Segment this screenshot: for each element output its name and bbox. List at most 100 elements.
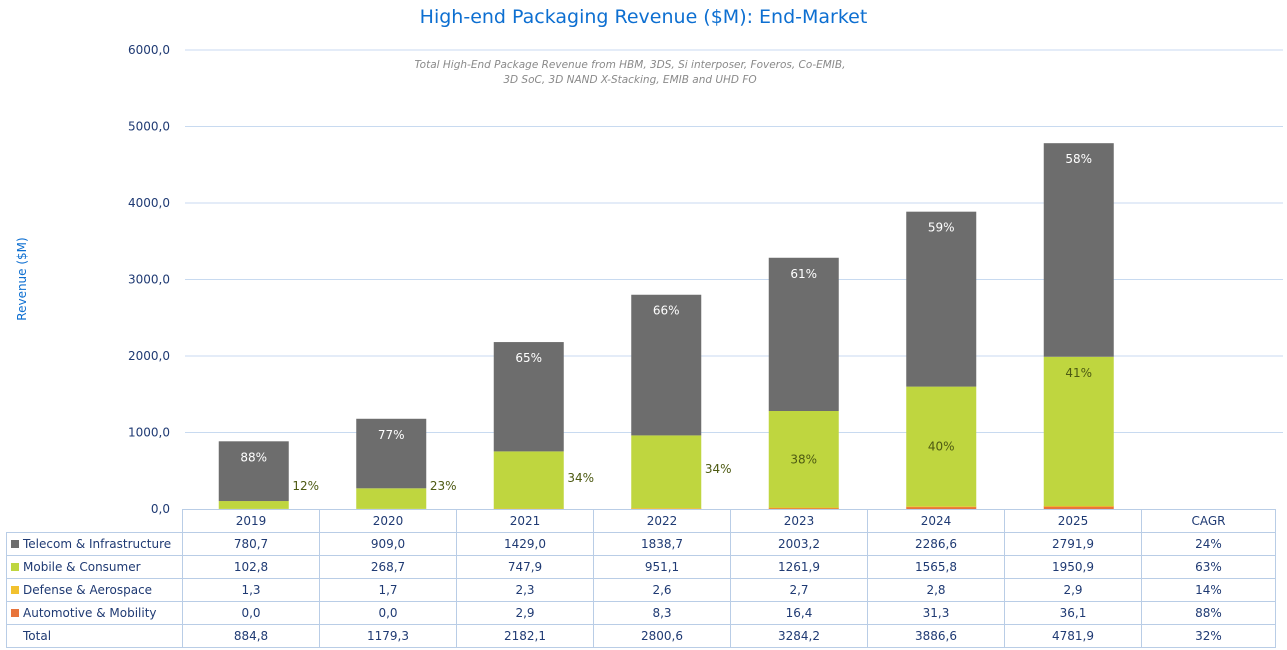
table-row-automotive: Automotive & Mobility 0,0 0,0 2,9 8,3 16… (6, 601, 1276, 625)
legend-entry-telecom: Telecom & Infrastructure (6, 532, 183, 556)
y-tick-label: 2000,0 (128, 349, 170, 363)
y-tick-label: 1000,0 (128, 426, 170, 440)
legend-swatch (11, 586, 19, 594)
table-cell: 8,3 (593, 601, 731, 625)
mobile-share-label: 12% (292, 479, 319, 493)
legend-entry-automotive: Automotive & Mobility (6, 601, 183, 625)
series-name: Mobile & Consumer (23, 560, 141, 574)
table-cell-cagr: 24% (1141, 532, 1276, 556)
telecom-share-label: 77% (378, 428, 405, 442)
mobile-share-label: 40% (928, 439, 955, 453)
telecom-share-label: 66% (653, 304, 680, 318)
bar-segment (493, 451, 564, 509)
table-cell: 268,7 (319, 555, 457, 579)
table-cell: 1838,7 (593, 532, 731, 556)
table-cell: 36,1 (1004, 601, 1142, 625)
bar-segment (768, 507, 839, 509)
table-header-cell: 2020 (319, 509, 457, 533)
telecom-share-label: 65% (515, 351, 542, 365)
series-name: Defense & Aerospace (23, 583, 153, 597)
table-header-cell: 2025 (1004, 509, 1142, 533)
table-cell: 2,9 (1004, 578, 1142, 602)
table-cell: 1565,8 (867, 555, 1005, 579)
mobile-share-label: 38% (790, 452, 817, 466)
table-cell: 2003,2 (730, 532, 868, 556)
table-cell: 0,0 (182, 601, 320, 625)
chart-plot-area: 0,01000,02000,03000,04000,05000,06000,0 … (128, 43, 1283, 516)
bar-segment (1043, 143, 1114, 357)
bar-segment (906, 506, 977, 509)
table-row-telecom: Telecom & Infrastructure 780,7 909,0 142… (6, 532, 1276, 556)
bar-segment (631, 508, 702, 509)
table-cell: 1,7 (319, 578, 457, 602)
bar-segment (218, 441, 289, 502)
table-cell: 31,3 (867, 601, 1005, 625)
table-row-mobile: Mobile & Consumer 102,8 268,7 747,9 951,… (6, 555, 1276, 579)
legend-swatch (11, 609, 19, 617)
bar-segment (1043, 356, 1114, 507)
legend-entry-mobile: Mobile & Consumer (6, 555, 183, 579)
table-cell: 1429,0 (456, 532, 594, 556)
table-cell: 3886,6 (867, 624, 1005, 648)
table-header-cell: 2019 (182, 509, 320, 533)
total-label: Total (6, 624, 183, 648)
table-cell: 2,9 (456, 601, 594, 625)
table-cell: 909,0 (319, 532, 457, 556)
table-header-cell: 2021 (456, 509, 594, 533)
table-cell: 884,8 (182, 624, 320, 648)
subtitle-line: 3D SoC, 3D NAND X-Stacking, EMIB and UHD… (503, 74, 757, 86)
bar-segment (493, 342, 564, 452)
mobile-share-label: 34% (705, 462, 732, 476)
table-cell: 0,0 (319, 601, 457, 625)
mobile-share-label: 34% (567, 471, 594, 485)
table-cell: 951,1 (593, 555, 731, 579)
table-cell: 4781,9 (1004, 624, 1142, 648)
table-cell-cagr: 32% (1141, 624, 1276, 648)
telecom-share-label: 61% (790, 267, 817, 281)
bar-segment (906, 386, 977, 507)
table-cell: 2286,6 (867, 532, 1005, 556)
table-cell: 1261,9 (730, 555, 868, 579)
table-cell: 2791,9 (1004, 532, 1142, 556)
mobile-share-label: 41% (1065, 366, 1092, 380)
total-name: Total (23, 629, 52, 643)
table-cell: 102,8 (182, 555, 320, 579)
table-cell: 2,6 (593, 578, 731, 602)
table-cell: 2,7 (730, 578, 868, 602)
chart-title: High-end Packaging Revenue ($M): End-Mar… (419, 6, 868, 28)
gridlines (185, 49, 1283, 433)
chart-subtitle: Total High-End Package Revenue from HBM,… (350, 58, 910, 88)
table-cell: 2,8 (867, 578, 1005, 602)
bar-segment (768, 257, 839, 412)
table-header-row: 2019 2020 2021 2022 2023 2024 2025 CAGR (6, 509, 1276, 533)
bar-segment (1043, 506, 1114, 509)
table-cell: 1950,9 (1004, 555, 1142, 579)
legend-entry-defense: Defense & Aerospace (6, 578, 183, 602)
telecom-share-label: 88% (240, 450, 267, 464)
table-cell-cagr: 14% (1141, 578, 1276, 602)
y-tick-label: 4000,0 (128, 196, 170, 210)
telecom-share-label: 58% (1065, 152, 1092, 166)
bar-segment (768, 411, 839, 508)
table-header-cell: CAGR (1141, 509, 1276, 533)
data-table: 2019 2020 2021 2022 2023 2024 2025 CAGR … (6, 509, 1276, 648)
subtitle-line: Total High-End Package Revenue from HBM,… (414, 59, 846, 71)
table-header-cell: 2022 (593, 509, 731, 533)
table-cell: 747,9 (456, 555, 594, 579)
table-cell-cagr: 88% (1141, 601, 1276, 625)
table-header-cell: 2024 (867, 509, 1005, 533)
table-cell-cagr: 63% (1141, 555, 1276, 579)
table-row-total: Total 884,8 1179,3 2182,1 2800,6 3284,2 … (6, 624, 1276, 648)
bar-segment (631, 435, 702, 509)
y-tick-label: 3000,0 (128, 273, 170, 287)
bar-segment (906, 506, 977, 508)
table-cell: 2182,1 (456, 624, 594, 648)
bar-segment (356, 488, 427, 509)
bar-segment (218, 501, 289, 509)
legend-swatch (11, 540, 19, 548)
bar-stacks (218, 143, 1114, 510)
y-tick-label: 6000,0 (128, 43, 170, 57)
bar-segment (768, 507, 839, 509)
table-cell: 780,7 (182, 532, 320, 556)
